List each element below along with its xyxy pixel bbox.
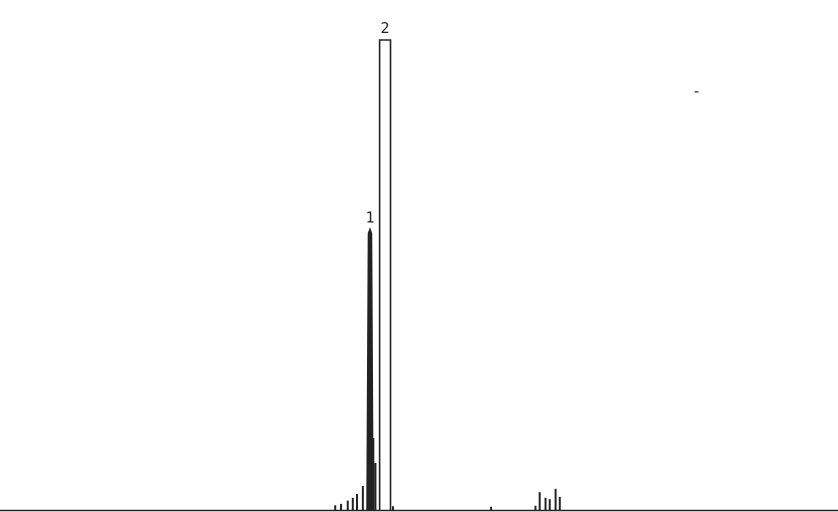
peak-label-2: 2	[381, 19, 390, 37]
peak-label-layer: 12	[365, 19, 389, 226]
peak-2	[378, 39, 392, 510]
peak-1	[366, 227, 374, 511]
trace-layer	[334, 39, 561, 511]
peak-label-1: 1	[365, 208, 374, 226]
annotation-dash: -	[692, 82, 701, 100]
